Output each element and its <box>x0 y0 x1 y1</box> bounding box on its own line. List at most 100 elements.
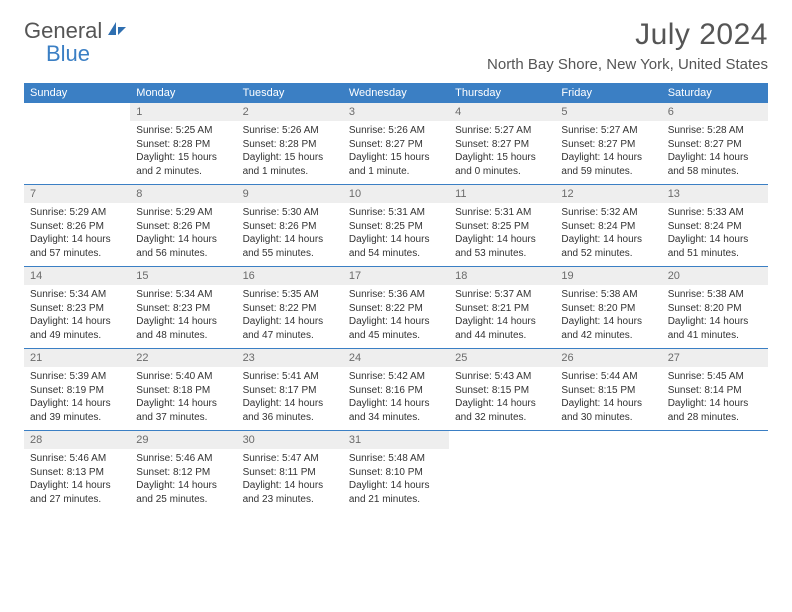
day-number: 5 <box>555 103 661 121</box>
day-cell-line: Sunset: 8:24 PM <box>668 220 762 234</box>
day-cell-line: and 59 minutes. <box>561 165 655 179</box>
day-cell-line: Daylight: 14 hours <box>30 479 124 493</box>
day-cell-line: Sunset: 8:13 PM <box>30 466 124 480</box>
day-cell-line: Sunrise: 5:38 AM <box>561 288 655 302</box>
day-cell: Sunrise: 5:46 AMSunset: 8:13 PMDaylight:… <box>24 449 130 512</box>
day-cell-line: Sunrise: 5:26 AM <box>349 124 443 138</box>
day-number: 22 <box>130 349 236 368</box>
day-cell: Sunrise: 5:31 AMSunset: 8:25 PMDaylight:… <box>343 203 449 267</box>
day-number: 27 <box>662 349 768 368</box>
day-number: 20 <box>662 267 768 286</box>
day-cell-line: Sunset: 8:15 PM <box>561 384 655 398</box>
day-number: 28 <box>24 431 130 450</box>
day-cell-line: Sunset: 8:22 PM <box>243 302 337 316</box>
day-cell-line: and 52 minutes. <box>561 247 655 261</box>
day-cell-line: Sunset: 8:27 PM <box>455 138 549 152</box>
day-cell-line: Sunset: 8:20 PM <box>668 302 762 316</box>
day-header: Friday <box>555 83 661 103</box>
day-cell-line: Daylight: 14 hours <box>136 479 230 493</box>
day-cell-line: and 44 minutes. <box>455 329 549 343</box>
day-number-row: 28293031 <box>24 431 768 450</box>
day-number: 4 <box>449 103 555 121</box>
day-cell-line: Sunrise: 5:34 AM <box>30 288 124 302</box>
day-cell-line: Sunrise: 5:31 AM <box>349 206 443 220</box>
day-cell-line: and 45 minutes. <box>349 329 443 343</box>
day-cell-line: and 34 minutes. <box>349 411 443 425</box>
day-cell-line: and 30 minutes. <box>561 411 655 425</box>
day-cell-line: Sunset: 8:25 PM <box>455 220 549 234</box>
day-cell-line: and 2 minutes. <box>136 165 230 179</box>
day-cell: Sunrise: 5:45 AMSunset: 8:14 PMDaylight:… <box>662 367 768 431</box>
day-cell-line: Sunrise: 5:25 AM <box>136 124 230 138</box>
day-cell-line: and 48 minutes. <box>136 329 230 343</box>
day-cell-line: Sunrise: 5:45 AM <box>668 370 762 384</box>
day-cell-line: Daylight: 14 hours <box>30 233 124 247</box>
day-number-row: 78910111213 <box>24 185 768 204</box>
day-cell: Sunrise: 5:42 AMSunset: 8:16 PMDaylight:… <box>343 367 449 431</box>
day-cell-line: Daylight: 14 hours <box>349 479 443 493</box>
day-cell-line: Sunset: 8:23 PM <box>30 302 124 316</box>
day-cell-line: Sunset: 8:27 PM <box>668 138 762 152</box>
day-cell-line: Daylight: 14 hours <box>455 233 549 247</box>
day-number: 13 <box>662 185 768 204</box>
day-cell-line: and 56 minutes. <box>136 247 230 261</box>
day-cell: Sunrise: 5:30 AMSunset: 8:26 PMDaylight:… <box>237 203 343 267</box>
day-cell-line: Sunset: 8:16 PM <box>349 384 443 398</box>
day-number: 18 <box>449 267 555 286</box>
day-header: Sunday <box>24 83 130 103</box>
day-cell-line: Sunrise: 5:29 AM <box>136 206 230 220</box>
day-cell-line: Sunset: 8:28 PM <box>243 138 337 152</box>
day-cell-line: and 51 minutes. <box>668 247 762 261</box>
day-cell-line: and 37 minutes. <box>136 411 230 425</box>
day-number-row: 14151617181920 <box>24 267 768 286</box>
day-cell: Sunrise: 5:48 AMSunset: 8:10 PMDaylight:… <box>343 449 449 512</box>
day-cell-line: and 55 minutes. <box>243 247 337 261</box>
day-cell-line: Sunset: 8:18 PM <box>136 384 230 398</box>
day-cell-line: Sunset: 8:19 PM <box>30 384 124 398</box>
day-cell: Sunrise: 5:40 AMSunset: 8:18 PMDaylight:… <box>130 367 236 431</box>
day-cell-line: and 54 minutes. <box>349 247 443 261</box>
day-cell-line: Sunrise: 5:38 AM <box>668 288 762 302</box>
day-cell: Sunrise: 5:46 AMSunset: 8:12 PMDaylight:… <box>130 449 236 512</box>
day-number: 21 <box>24 349 130 368</box>
day-cell-line: Sunrise: 5:46 AM <box>30 452 124 466</box>
day-cell: Sunrise: 5:39 AMSunset: 8:19 PMDaylight:… <box>24 367 130 431</box>
day-cell-line: Daylight: 14 hours <box>243 479 337 493</box>
day-cell-line: Sunset: 8:12 PM <box>136 466 230 480</box>
day-cell <box>662 449 768 512</box>
day-cell: Sunrise: 5:26 AMSunset: 8:28 PMDaylight:… <box>237 121 343 185</box>
day-cell-line: and 49 minutes. <box>30 329 124 343</box>
day-cell-line: Sunrise: 5:31 AM <box>455 206 549 220</box>
day-content-row: Sunrise: 5:46 AMSunset: 8:13 PMDaylight:… <box>24 449 768 512</box>
day-cell-line: Sunset: 8:27 PM <box>349 138 443 152</box>
day-cell-line: Sunrise: 5:42 AM <box>349 370 443 384</box>
day-number <box>449 431 555 450</box>
day-number: 15 <box>130 267 236 286</box>
day-content-row: Sunrise: 5:29 AMSunset: 8:26 PMDaylight:… <box>24 203 768 267</box>
day-cell: Sunrise: 5:25 AMSunset: 8:28 PMDaylight:… <box>130 121 236 185</box>
day-cell: Sunrise: 5:32 AMSunset: 8:24 PMDaylight:… <box>555 203 661 267</box>
day-cell-line: Sunrise: 5:43 AM <box>455 370 549 384</box>
day-cell: Sunrise: 5:34 AMSunset: 8:23 PMDaylight:… <box>24 285 130 349</box>
day-cell-line: Sunrise: 5:48 AM <box>349 452 443 466</box>
day-cell-line: Sunrise: 5:46 AM <box>136 452 230 466</box>
day-cell-line: Daylight: 14 hours <box>243 315 337 329</box>
day-cell-line: and 32 minutes. <box>455 411 549 425</box>
logo-sail-icon <box>106 20 128 43</box>
day-cell-line: Sunrise: 5:27 AM <box>561 124 655 138</box>
day-cell-line: Daylight: 14 hours <box>561 151 655 165</box>
day-number: 25 <box>449 349 555 368</box>
day-cell-line: Sunrise: 5:40 AM <box>136 370 230 384</box>
day-number: 12 <box>555 185 661 204</box>
day-cell-line: Daylight: 14 hours <box>349 315 443 329</box>
day-cell-line: Daylight: 15 hours <box>243 151 337 165</box>
day-cell-line: Sunset: 8:27 PM <box>561 138 655 152</box>
day-number: 29 <box>130 431 236 450</box>
day-number-row: 21222324252627 <box>24 349 768 368</box>
day-number: 7 <box>24 185 130 204</box>
day-cell-line: Sunrise: 5:47 AM <box>243 452 337 466</box>
day-number <box>24 103 130 121</box>
calendar-table: Sunday Monday Tuesday Wednesday Thursday… <box>24 83 768 512</box>
day-cell-line: Daylight: 14 hours <box>243 233 337 247</box>
day-cell-line: Sunset: 8:21 PM <box>455 302 549 316</box>
